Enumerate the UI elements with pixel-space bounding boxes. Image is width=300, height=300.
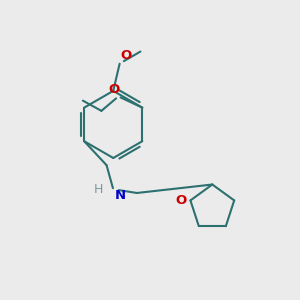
- Text: O: O: [108, 83, 120, 96]
- Text: O: O: [175, 194, 186, 207]
- Text: N: N: [115, 190, 126, 202]
- Text: O: O: [120, 49, 131, 62]
- Text: H: H: [94, 183, 104, 196]
